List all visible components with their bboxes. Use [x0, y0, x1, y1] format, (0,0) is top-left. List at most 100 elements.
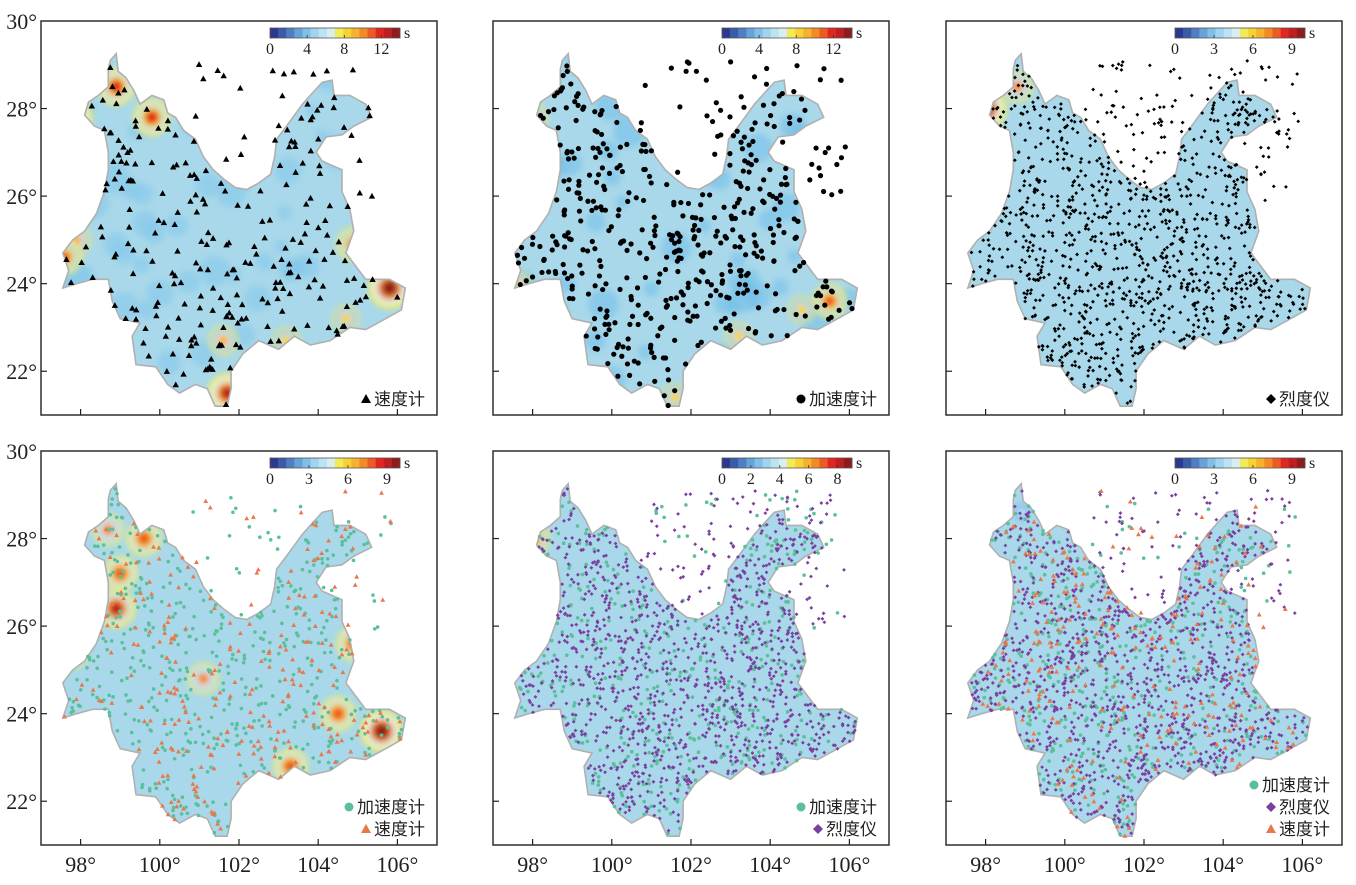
station-marker — [697, 279, 702, 284]
station-marker — [249, 602, 254, 606]
station-marker — [768, 226, 773, 231]
station-marker — [1227, 548, 1231, 552]
station-marker — [718, 293, 723, 298]
station-marker — [660, 505, 664, 509]
station-marker — [207, 730, 211, 734]
station-marker — [257, 719, 261, 723]
station-marker — [1211, 700, 1215, 704]
station-marker — [93, 544, 97, 548]
colorbar-tick-label: 8 — [340, 41, 348, 58]
station-marker — [765, 121, 770, 126]
background-patch — [108, 381, 130, 403]
colorbar-swatch — [1208, 28, 1216, 38]
station-marker — [756, 305, 761, 310]
legend-label: 速度计 — [374, 820, 425, 840]
station-marker — [792, 616, 796, 620]
station-marker — [648, 646, 652, 650]
station-marker — [198, 725, 202, 729]
station-marker — [308, 570, 312, 574]
station-marker — [184, 694, 188, 698]
station-marker — [169, 731, 173, 735]
station-marker — [662, 393, 667, 398]
station-marker — [673, 528, 677, 532]
station-marker — [178, 668, 182, 672]
station-marker — [656, 685, 660, 689]
colorbar-swatch — [351, 458, 359, 468]
colorbar-swatch — [779, 28, 787, 38]
station-marker — [1041, 660, 1045, 664]
station-marker — [118, 610, 122, 614]
colorbar-tick-label: 0 — [718, 471, 726, 488]
station-marker — [614, 104, 619, 109]
colorbar-swatch — [1248, 28, 1256, 38]
station-marker — [124, 592, 128, 596]
station-marker — [1288, 137, 1292, 141]
station-marker — [655, 762, 659, 766]
station-marker — [1228, 620, 1232, 624]
station-marker — [222, 688, 226, 692]
station-marker — [598, 748, 602, 752]
station-marker — [223, 156, 229, 162]
station-marker — [749, 585, 753, 589]
station-marker — [1102, 792, 1106, 796]
station-marker — [649, 701, 653, 705]
colorbar-swatch — [1273, 28, 1281, 38]
station-marker — [348, 638, 352, 642]
station-marker — [380, 597, 385, 601]
station-marker — [291, 69, 297, 75]
station-marker — [564, 105, 569, 110]
background-patch — [558, 151, 582, 175]
x-tick-label: 106° — [828, 852, 870, 877]
station-marker — [1054, 623, 1058, 627]
station-marker — [812, 626, 816, 630]
station-marker — [1195, 536, 1199, 540]
station-marker — [553, 690, 557, 694]
station-marker — [726, 745, 730, 749]
station-marker — [550, 639, 554, 643]
station-marker — [129, 666, 133, 670]
station-marker — [712, 152, 717, 157]
station-marker — [749, 547, 753, 551]
station-marker — [1135, 745, 1139, 749]
station-marker — [238, 571, 242, 575]
station-marker — [717, 706, 721, 710]
station-marker — [1121, 60, 1125, 64]
station-marker — [1267, 155, 1271, 159]
station-marker — [306, 742, 310, 746]
station-marker — [553, 239, 558, 244]
colorbar-tick-label: 4 — [755, 41, 763, 58]
station-marker — [803, 540, 807, 544]
station-marker — [95, 666, 99, 670]
station-marker — [678, 674, 682, 678]
station-marker — [787, 518, 791, 522]
station-marker — [810, 537, 814, 541]
station-marker — [292, 673, 296, 677]
station-marker — [664, 255, 669, 260]
station-marker — [777, 93, 782, 98]
station-marker — [628, 241, 633, 246]
station-marker — [110, 551, 114, 555]
station-marker — [171, 669, 175, 673]
station-marker — [786, 552, 790, 556]
station-marker — [1132, 133, 1136, 137]
station-marker — [752, 74, 757, 79]
station-marker — [306, 690, 310, 694]
station-marker — [592, 578, 596, 582]
station-marker — [116, 592, 120, 596]
station-marker — [556, 125, 561, 130]
station-marker — [655, 524, 659, 528]
station-marker — [682, 525, 686, 529]
background-patch — [153, 50, 168, 65]
station-marker — [207, 668, 211, 672]
station-marker — [241, 134, 247, 140]
station-marker — [1162, 105, 1166, 109]
station-marker — [1111, 64, 1115, 68]
station-marker — [115, 560, 119, 564]
station-marker — [801, 659, 805, 663]
station-marker — [749, 510, 753, 514]
colorbar-swatch — [392, 458, 400, 468]
station-marker — [1178, 76, 1182, 80]
station-marker — [1259, 146, 1263, 150]
colorbar-swatch — [270, 28, 278, 38]
station-marker — [577, 263, 582, 268]
